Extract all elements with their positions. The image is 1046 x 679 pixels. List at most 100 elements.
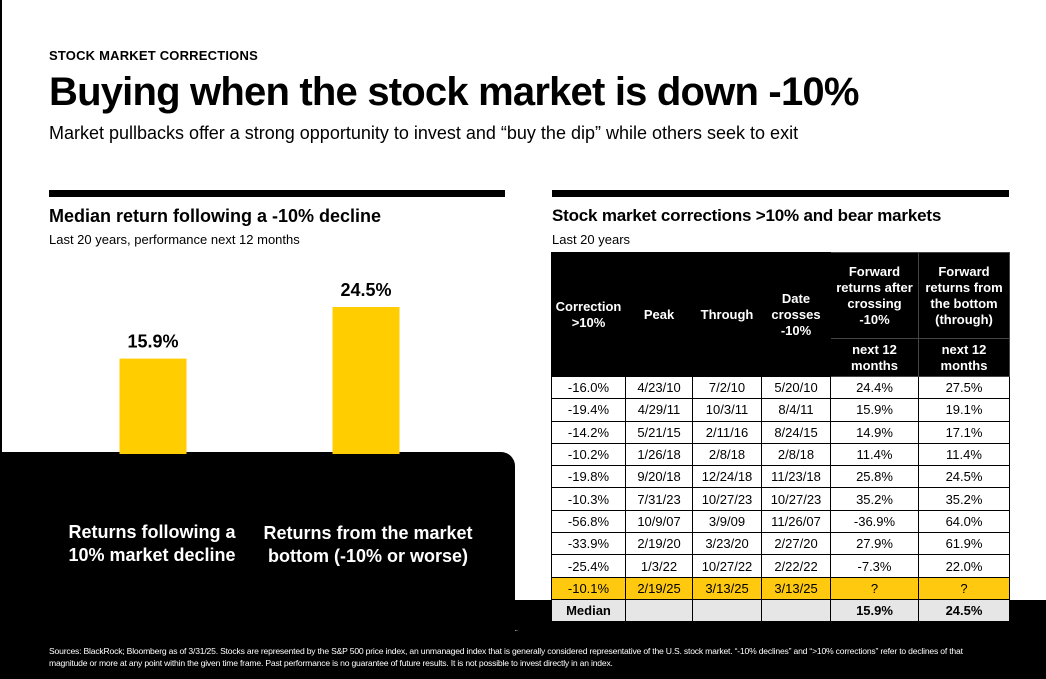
right-panel-rule — [552, 190, 1009, 197]
category-label-bottom: Returns from the market bottom (-10% or … — [263, 523, 473, 566]
table-cell: -33.9% — [551, 532, 626, 556]
table-cell: 5/20/10 — [761, 375, 831, 400]
table-cell: 8/4/11 — [761, 398, 831, 422]
table-cell: 7/31/23 — [625, 487, 693, 511]
table-cell: 2/8/18 — [692, 442, 762, 467]
table-cell: 27.9% — [830, 532, 919, 556]
table-cell: 22.0% — [918, 554, 1010, 578]
table-row: -10.3% 7/31/23 10/27/23 10/27/23 35.2% 35.2% — [551, 487, 1010, 511]
median-blank-cell — [692, 598, 762, 623]
table-row: -33.9% 2/19/20 3/23/20 2/27/20 27.9% 61.9% — [551, 532, 1010, 556]
table-cell: -7.3% — [830, 554, 919, 578]
table-cell: -10.3% — [551, 487, 626, 511]
table-cell: 10/27/23 — [692, 487, 762, 511]
table-subtitle: Last 20 years — [552, 232, 631, 247]
eyebrow-label: STOCK MARKET CORRECTIONS — [49, 48, 258, 63]
footnote: Sources: BlackRock; Bloomberg as of 3/31… — [49, 646, 963, 668]
header-next12-crossing: next 12 months — [830, 338, 919, 377]
chart-base-panel — [0, 452, 515, 631]
table-cell: 14.9% — [830, 420, 919, 444]
table-cell: 2/11/16 — [692, 420, 762, 444]
table-cell: 9/20/18 — [625, 465, 693, 489]
table-row: -19.4% 4/29/11 10/3/11 8/4/11 15.9% 19.1% — [551, 398, 1010, 422]
table-row: -19.8% 9/20/18 12/24/18 11/23/18 25.8% 24.5% — [551, 465, 1010, 489]
category-label-decline: Returns following a 10% market decline — [68, 522, 236, 565]
table-cell: -25.4% — [551, 554, 626, 578]
table-cell: 8/24/15 — [761, 420, 831, 444]
table-cell: 17.1% — [918, 420, 1010, 444]
table-row: -14.2% 5/21/15 2/11/16 8/24/15 14.9% 17.1% — [551, 420, 1010, 444]
table-cell: 15.9% — [830, 398, 919, 422]
median-forward-bottom: 24.5% — [918, 598, 1010, 623]
median-blank-cell — [625, 598, 693, 623]
table-row: -10.1% 2/19/25 3/13/25 3/13/25?? — [551, 576, 1010, 600]
table-cell: -56.8% — [551, 509, 626, 534]
bar-1 — [332, 307, 400, 454]
table-cell: 10/27/23 — [761, 487, 831, 511]
table-cell: 1/3/22 — [625, 554, 693, 578]
table-cell: 1/26/18 — [625, 442, 693, 467]
table-cell: 11/23/18 — [761, 465, 831, 489]
header-forward-crossing: Forward returns after crossing -10% — [830, 252, 919, 339]
table-cell: 2/27/20 — [761, 532, 831, 556]
table-row: -10.2% 1/26/18 2/8/18 2/8/18 11.4% 11.4% — [551, 442, 1010, 467]
table-cell: 27.5% — [918, 375, 1010, 400]
bar-chart: 15.9% 24.5% — [119, 280, 400, 454]
table-cell: -19.4% — [551, 398, 626, 422]
table-cell: 25.8% — [830, 465, 919, 489]
table-cell: 61.9% — [918, 532, 1010, 556]
table-cell: 2/19/20 — [625, 532, 693, 556]
page-title: Buying when the stock market is down -10… — [49, 70, 859, 114]
median-blank-cell — [761, 598, 831, 623]
table-cell: ? — [918, 576, 1010, 600]
table-cell: -10.1% — [551, 576, 626, 600]
header-through: Through — [692, 252, 762, 377]
median-forward-crossing: 15.9% — [830, 598, 919, 623]
footer-band — [0, 631, 1046, 679]
median-row: Median 15.9% 24.5% — [551, 598, 1010, 623]
header-peak: Peak — [625, 252, 693, 377]
chart-title: Median return following a -10% decline — [49, 206, 382, 226]
table-title: Stock market corrections >10% and bear m… — [552, 206, 942, 225]
table-cell: 2/19/25 — [625, 576, 693, 600]
bar-value-label-0: 15.9% — [127, 332, 178, 352]
table-cell: 10/3/11 — [692, 398, 762, 422]
table-row: -25.4% 1/3/22 10/27/22 2/22/22 -7.3% 22.0% — [551, 554, 1010, 578]
table-cell: 3/13/25 — [761, 576, 831, 600]
median-label: Median — [551, 598, 626, 623]
table-cell: 2/22/22 — [761, 554, 831, 578]
bar-value-label-1: 24.5% — [340, 280, 391, 300]
table-cell: -10.2% — [551, 442, 626, 467]
table-cell: 11.4% — [918, 442, 1010, 467]
table-cell: 35.2% — [918, 487, 1010, 511]
table-row: -56.8% 10/9/07 3/9/09 11/26/07 -36.9% 64.0% — [551, 509, 1010, 534]
header-correction: Correction >10% — [551, 252, 626, 377]
table-cell: 10/27/22 — [692, 554, 762, 578]
table-cell: ? — [830, 576, 919, 600]
table-cell: 2/8/18 — [761, 442, 831, 467]
header-date-crosses: Date crosses -10% — [761, 252, 831, 377]
table-cell: -19.8% — [551, 465, 626, 489]
table-cell: 64.0% — [918, 509, 1010, 534]
corrections-table: Correction >10% Peak Through Date crosse… — [551, 252, 1010, 623]
table-cell: -14.2% — [551, 420, 626, 444]
table-cell: 11.4% — [830, 442, 919, 467]
table-cell: 7/2/10 — [692, 375, 762, 400]
table-cell: 4/23/10 — [625, 375, 693, 400]
table-cell: 4/29/11 — [625, 398, 693, 422]
left-border-line — [0, 0, 2, 452]
table-cell: 19.1% — [918, 398, 1010, 422]
header-forward-bottom: Forward returns from the bottom (through… — [918, 252, 1010, 339]
table-cell: 5/21/15 — [625, 420, 693, 444]
left-panel-rule — [49, 190, 505, 197]
table-cell: 3/9/09 — [692, 509, 762, 534]
table-cell: -36.9% — [830, 509, 919, 534]
table-cell: 11/26/07 — [761, 509, 831, 534]
bar-0 — [119, 358, 187, 454]
table-cell: 3/13/25 — [692, 576, 762, 600]
table-cell: 10/9/07 — [625, 509, 693, 534]
header-next12-bottom: next 12 months — [918, 338, 1010, 377]
table-cell: 24.5% — [918, 465, 1010, 489]
table-cell: 35.2% — [830, 487, 919, 511]
page-subtitle: Market pullbacks offer a strong opportun… — [49, 123, 799, 143]
